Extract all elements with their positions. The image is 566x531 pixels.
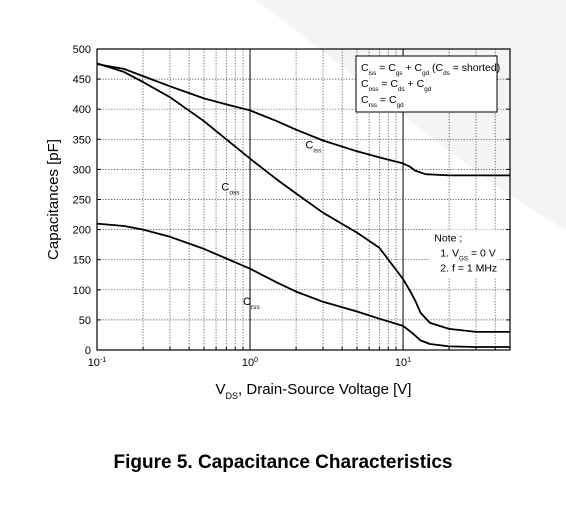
y-tick-label: 100: [73, 285, 91, 297]
legend-line: Crss = Cgd: [361, 94, 404, 109]
figure-caption: Figure 5. Capacitance Characteristics: [113, 452, 453, 473]
legend-subscript: gd: [397, 102, 405, 109]
x-tick-exponent: 0: [254, 356, 258, 364]
legend-subscript: oss: [369, 86, 379, 93]
y-tick-label: 500: [73, 44, 91, 56]
legend-subscript: ds: [398, 86, 405, 93]
series-label-sub: iss: [313, 147, 322, 154]
note-subscript: GS: [459, 255, 468, 262]
legend-text: = C: [377, 94, 397, 106]
series-label-sub: rss: [251, 303, 260, 310]
legend-text: + C: [405, 78, 425, 90]
legend-subscript: rss: [369, 102, 377, 109]
series-line-ciss: [96, 63, 510, 177]
legend-box: [355, 55, 498, 113]
note-background: [430, 229, 499, 278]
legend-text: (C: [429, 62, 443, 74]
legend-line: Ciss = Cgs + Cgd (Cds = shorted): [361, 62, 500, 77]
series-label-ciss: Ciss: [305, 139, 322, 154]
note-text: 2. f = 1 MHz: [440, 263, 497, 275]
legend-subscript: ds: [443, 70, 450, 77]
legend-text: C: [361, 94, 369, 106]
y-tick-label: 0: [85, 345, 91, 357]
series-label-main: C: [221, 181, 229, 193]
y-tick-label: 400: [73, 104, 91, 116]
legend-text: = C: [376, 62, 396, 74]
legend-subscript: iss: [369, 70, 377, 77]
series-line-crss: [96, 222, 510, 348]
legend-line: Coss = Cds + Cgd: [361, 78, 432, 93]
x-axis-title-main: V: [216, 381, 226, 398]
x-tick-label: 101: [395, 356, 411, 369]
note-text: = 0 V: [468, 248, 496, 260]
y-tick-label: 250: [73, 195, 91, 207]
y-axis-title: Capacitances [pF]: [45, 139, 62, 260]
y-tick-label: 450: [73, 74, 91, 86]
x-axis-title-sub: DS: [226, 391, 239, 401]
legend-subscript: gd: [422, 70, 430, 77]
legend-text: C: [361, 78, 369, 90]
x-tick-label: 100: [242, 356, 258, 369]
note-line: 2. f = 1 MHz: [440, 263, 497, 275]
note-line: Note ;: [434, 233, 462, 245]
y-tick-label: 50: [79, 315, 91, 327]
x-tick-base: 10: [395, 357, 407, 369]
x-tick-base: 10: [88, 357, 100, 369]
series-label-coss: Coss: [221, 181, 240, 196]
series-label-sub: oss: [229, 189, 240, 196]
legend-subscript: gs: [396, 70, 403, 77]
y-tick-label: 350: [73, 134, 91, 146]
x-axis-title: VDS, Drain-Source Voltage [V]: [216, 381, 412, 401]
legend-subscript: gd: [424, 86, 432, 93]
series-label-main: C: [305, 139, 313, 151]
legend-text: C: [361, 62, 369, 74]
y-tick-label: 200: [73, 225, 91, 237]
series-label-main: C: [243, 296, 251, 308]
note-line: 1. VGS = 0 V: [440, 248, 496, 263]
x-tick-base: 10: [242, 357, 254, 369]
legend-text: = shorted): [450, 62, 501, 74]
x-axis-title-rest: , Drain-Source Voltage [V]: [238, 381, 411, 398]
series-line-coss: [96, 62, 510, 333]
legend-text: + C: [403, 62, 423, 74]
x-tick-exponent: -1: [100, 356, 106, 364]
series-label-crss: Crss: [243, 296, 260, 311]
x-tick-label: 10-1: [88, 356, 107, 369]
y-tick-label: 150: [73, 255, 91, 267]
note-text: 1. V: [440, 248, 459, 260]
y-tick-label: 300: [73, 164, 91, 176]
x-tick-exponent: 1: [407, 356, 411, 364]
note-text: Note ;: [434, 233, 462, 245]
legend-text: = C: [378, 78, 398, 90]
plot-frame: [96, 48, 511, 351]
